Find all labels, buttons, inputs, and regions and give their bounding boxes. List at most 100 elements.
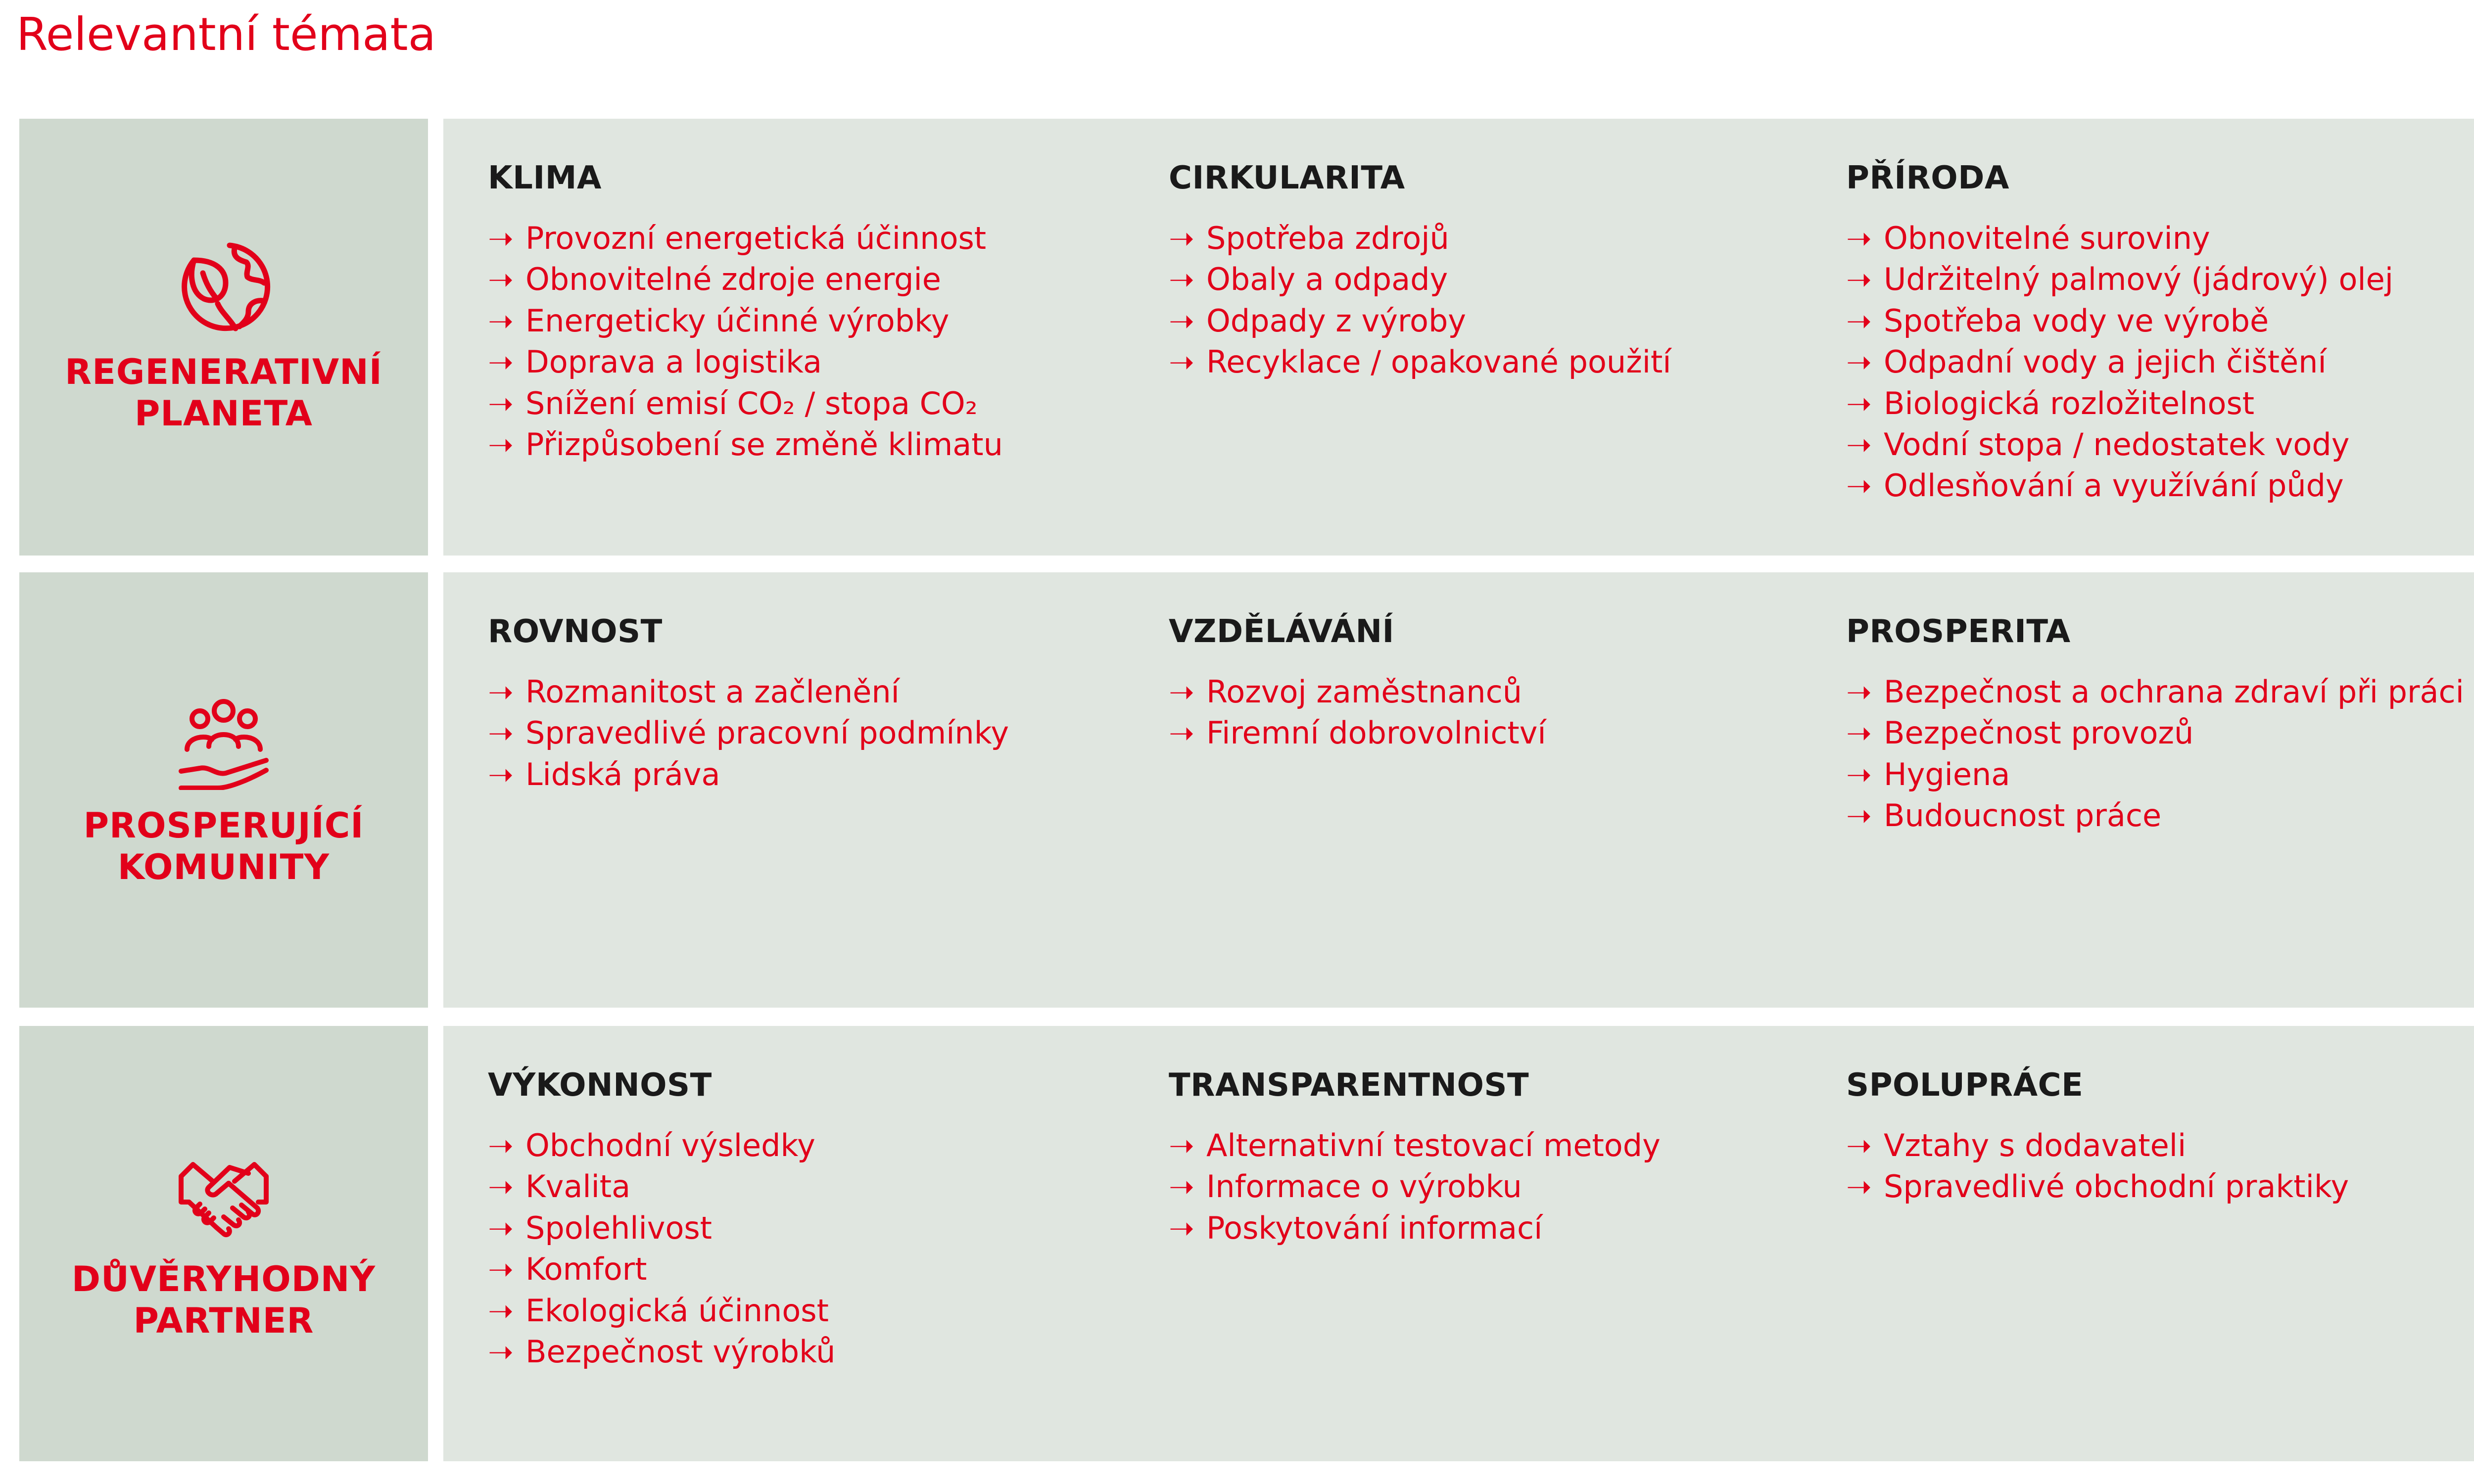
topic-column-cirkularita: CIRKULARITA ➝ Spotřeba zdrojů ➝ Obaly a od…: [1169, 158, 1827, 383]
arrow-right-icon: ➝: [1846, 344, 1872, 380]
list-item-text: Spravedlivé obchodní praktiky: [1884, 1168, 2349, 1205]
topic-list: ➝ Alternativní testovací metody ➝ Informac…: [1169, 1125, 1827, 1249]
list-item: ➝ Rozvoj zaměstnanců: [1169, 671, 1827, 712]
topics-panel-thriving-communities: ROVNOST ➝ Rozmanitost a začlenění ➝ Sprave…: [443, 572, 2474, 1008]
arrow-right-icon: ➝: [488, 426, 514, 463]
list-item: ➝ Vztahy s dodavateli: [1846, 1125, 2474, 1166]
column-heading: VZDĚLÁVÁNÍ: [1169, 613, 1394, 650]
list-item-text: Rozvoj zaměstnanců: [1206, 674, 1522, 710]
topic-column-transparentnost: TRANSPARENTNOST ➝ Alternativní testovací …: [1169, 1066, 1827, 1249]
category-title-line1: DŮVĚRYHODNÝ: [71, 1259, 376, 1299]
topic-list: ➝ Vztahy s dodavateli ➝ Spravedlivé obchod…: [1846, 1125, 2474, 1207]
list-item-text: Snížení emisí CO₂ / stopa CO₂: [525, 385, 978, 421]
column-heading: SPOLUPRÁCE: [1846, 1067, 2084, 1104]
list-item: ➝ Rozmanitost a začlenění: [488, 671, 1146, 712]
list-item-text: Recyklace / opakované použití: [1206, 344, 1671, 380]
list-item-text: Hygiena: [1884, 756, 2010, 792]
category-panel-regenerative-planet: REGENERATIVNÍ PLANETA: [19, 119, 428, 556]
arrow-right-icon: ➝: [1169, 220, 1194, 256]
list-item: ➝ Spravedlivé pracovní podmínky: [488, 712, 1146, 753]
column-heading: PŘÍRODA: [1846, 160, 2009, 196]
column-heading: TRANSPARENTNOST: [1169, 1067, 1529, 1104]
arrow-right-icon: ➝: [1846, 674, 1872, 710]
category-title-line1: REGENERATIVNÍ: [65, 352, 382, 392]
arrow-right-icon: ➝: [1169, 1127, 1194, 1163]
list-item: ➝ Energeticky účinné výrobky: [488, 300, 1146, 341]
topic-column-vzdelavani: VZDĚLÁVÁNÍ ➝ Rozvoj zaměstnanců ➝ Firemní …: [1169, 612, 1827, 754]
list-item-text: Doprava a logistika: [525, 344, 822, 380]
topic-list: ➝ Rozvoj zaměstnanců ➝ Firemní dobrovolnic…: [1169, 671, 1827, 754]
list-item: ➝ Ekologická účinnost: [488, 1290, 1146, 1331]
arrow-right-icon: ➝: [488, 344, 514, 380]
column-heading: PROSPERITA: [1846, 613, 2071, 650]
topic-column-vykonnost: VÝKONNOST ➝ Obchodní výsledky ➝ Kvalita ➝ S…: [488, 1066, 1146, 1372]
arrow-right-icon: ➝: [488, 1127, 514, 1163]
arrow-right-icon: ➝: [1846, 797, 1872, 834]
topic-list: ➝ Provozní energetická účinnost ➝ Obnovite…: [488, 218, 1146, 465]
list-item-text: Spotřeba vody ve výrobě: [1884, 302, 2269, 339]
arrow-right-icon: ➝: [1846, 302, 1872, 339]
list-item-text: Alternativní testovací metody: [1206, 1127, 1661, 1163]
topics-panel-regenerative-planet: KLIMA ➝ Provozní energetická účinnost ➝ Ob…: [443, 119, 2474, 556]
list-item-text: Provozní energetická účinnost: [525, 220, 987, 256]
list-item-text: Udržitelný palmový (jádrový) olej: [1884, 261, 2393, 298]
list-item: ➝ Bezpečnost provozů: [1846, 712, 2474, 753]
arrow-right-icon: ➝: [488, 220, 514, 256]
arrow-right-icon: ➝: [1169, 674, 1194, 710]
list-item: ➝ Recyklace / opakované použití: [1169, 341, 1827, 382]
list-item: ➝ Obchodní výsledky: [488, 1125, 1146, 1166]
list-item: ➝ Komfort: [488, 1249, 1146, 1290]
arrow-right-icon: ➝: [488, 302, 514, 339]
arrow-right-icon: ➝: [1846, 467, 1872, 504]
category-title-line2: KOMUNITY: [117, 847, 330, 887]
list-item: ➝ Obaly a odpady: [1169, 259, 1827, 300]
column-heading: VÝKONNOST: [488, 1067, 712, 1104]
list-item: ➝ Odlesňování a využívání půdy: [1846, 465, 2474, 506]
list-item-text: Spotřeba zdrojů: [1206, 220, 1449, 256]
list-item-text: Budoucnost práce: [1884, 797, 2162, 834]
list-item-text: Přizpůsobení se změně klimatu: [525, 426, 1003, 463]
arrow-right-icon: ➝: [1169, 344, 1194, 380]
list-item: ➝ Vodní stopa / nedostatek vody: [1846, 424, 2474, 465]
list-item: ➝ Bezpečnost a ochrana zdraví při práci: [1846, 671, 2474, 712]
topic-column-spoluprace: SPOLUPRÁCE ➝ Vztahy s dodavateli ➝ Spraved…: [1846, 1066, 2474, 1207]
list-item-text: Energeticky účinné výrobky: [525, 302, 950, 339]
list-item: ➝ Spotřeba zdrojů: [1169, 218, 1827, 259]
arrow-right-icon: ➝: [1846, 385, 1872, 421]
category-panel-trusted-partner: DŮVĚRYHODNÝ PARTNER: [19, 1026, 428, 1461]
list-item: ➝ Spravedlivé obchodní praktiky: [1846, 1166, 2474, 1207]
topic-column-rovnost: ROVNOST ➝ Rozmanitost a začlenění ➝ Sprave…: [488, 612, 1146, 795]
arrow-right-icon: ➝: [488, 1334, 514, 1370]
list-item: ➝ Biologická rozložitelnost: [1846, 383, 2474, 424]
arrow-right-icon: ➝: [488, 674, 514, 710]
arrow-right-icon: ➝: [1846, 1168, 1872, 1205]
list-item-text: Lidská práva: [525, 756, 720, 792]
list-item-text: Bezpečnost provozů: [1884, 715, 2194, 751]
handshake-icon: [174, 1145, 273, 1244]
list-item-text: Obaly a odpady: [1206, 261, 1448, 298]
list-item-text: Odpadní vody a jejich čištění: [1884, 344, 2327, 380]
list-item: ➝ Přizpůsobení se změně klimatu: [488, 424, 1146, 465]
list-item: ➝ Budoucnost práce: [1846, 795, 2474, 836]
topic-column-klima: KLIMA ➝ Provozní energetická účinnost ➝ Ob…: [488, 158, 1146, 465]
topic-list: ➝ Spotřeba zdrojů ➝ Obaly a odpady ➝ Odpady…: [1169, 218, 1827, 383]
list-item: ➝ Odpady z výroby: [1169, 300, 1827, 341]
arrow-right-icon: ➝: [488, 756, 514, 792]
list-item-text: Obchodní výsledky: [525, 1127, 815, 1163]
arrow-right-icon: ➝: [488, 1292, 514, 1329]
list-item: ➝ Doprava a logistika: [488, 341, 1146, 382]
arrow-right-icon: ➝: [488, 1251, 514, 1288]
list-item-text: Bezpečnost a ochrana zdraví při práci: [1884, 674, 2464, 710]
list-item: ➝ Kvalita: [488, 1166, 1146, 1207]
arrow-right-icon: ➝: [488, 261, 514, 298]
arrow-right-icon: ➝: [488, 1168, 514, 1205]
list-item-text: Poskytování informací: [1206, 1209, 1543, 1246]
category-title-line1: PROSPERUJÍCÍ: [83, 805, 364, 846]
arrow-right-icon: ➝: [1169, 302, 1194, 339]
topic-column-priroda: PŘÍRODA ➝ Obnovitelné suroviny ➝ Udržiteln…: [1846, 158, 2474, 507]
list-item-text: Obnovitelné zdroje energie: [525, 261, 941, 298]
arrow-right-icon: ➝: [488, 385, 514, 421]
category-title-line2: PARTNER: [133, 1300, 314, 1341]
list-item: ➝ Poskytování informací: [1169, 1207, 1827, 1249]
arrow-right-icon: ➝: [488, 715, 514, 751]
